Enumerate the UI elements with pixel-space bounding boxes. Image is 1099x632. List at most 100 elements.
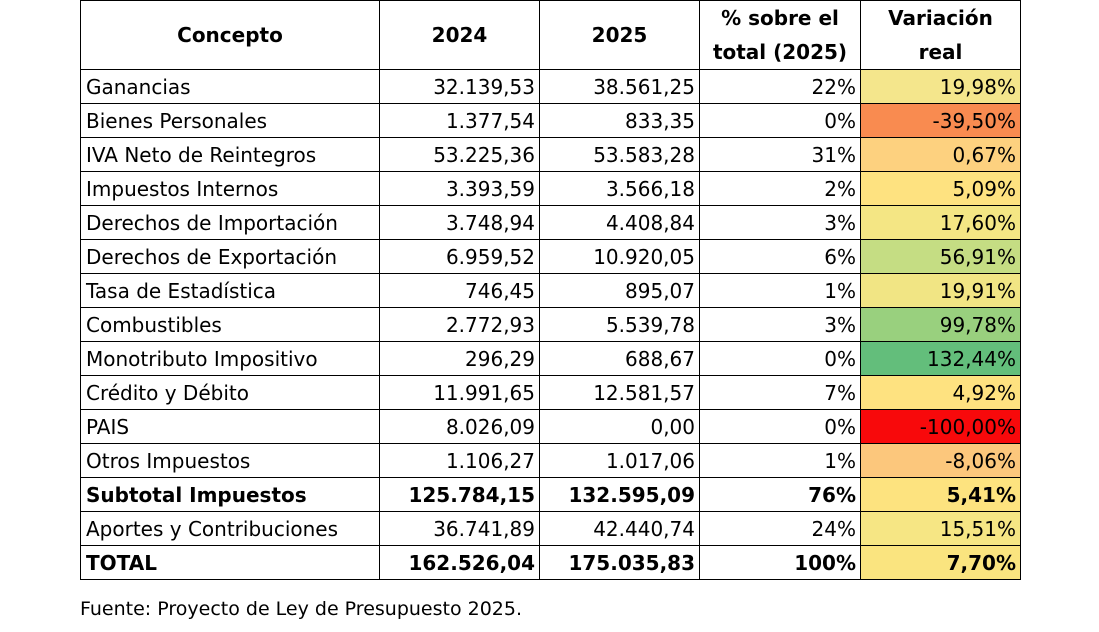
cell-variation: 132,44% (860, 341, 1021, 376)
cell-pct: 22% (699, 69, 861, 104)
cell-2025: 38.561,25 (539, 69, 700, 104)
cell-pct: 6% (699, 239, 861, 274)
cell-concept: Ganancias (80, 69, 380, 104)
table-row: IVA Neto de Reintegros 53.225,36 53.583,28… (80, 137, 1021, 172)
cell-variation: 17,60% (860, 205, 1021, 240)
cell-concept: Derechos de Importación (80, 205, 380, 240)
cell-variation: -39,50% (860, 103, 1021, 138)
revenue-table: Concepto 2024 2025 % sobre el total (202… (80, 0, 1021, 580)
cell-2024: 1.377,54 (379, 103, 540, 138)
cell-2025: 3.566,18 (539, 171, 700, 206)
cell-concept: PAIS (80, 409, 380, 444)
cell-2024: 11.991,65 (379, 375, 540, 410)
cell-concept: Aportes y Contribuciones (80, 511, 380, 546)
cell-2025: 0,00 (539, 409, 700, 444)
header-variation-text: Variación real (888, 6, 993, 64)
cell-pct: 76% (699, 477, 861, 512)
cell-pct: 24% (699, 511, 861, 546)
header-pct: % sobre el total (2025) (699, 0, 861, 70)
cell-pct: 2% (699, 171, 861, 206)
cell-2024: 125.784,15 (379, 477, 540, 512)
cell-2024: 3.393,59 (379, 171, 540, 206)
cell-concept: Bienes Personales (80, 103, 380, 138)
cell-2025: 175.035,83 (539, 545, 700, 580)
header-2024: 2024 (379, 0, 540, 70)
cell-2024: 746,45 (379, 273, 540, 308)
cell-2025: 10.920,05 (539, 239, 700, 274)
cell-2024: 8.026,09 (379, 409, 540, 444)
cell-pct: 3% (699, 205, 861, 240)
cell-variation: -100,00% (860, 409, 1021, 444)
cell-pct: 3% (699, 307, 861, 342)
cell-concept: Subtotal Impuestos (80, 477, 380, 512)
table-row: Aportes y Contribuciones 36.741,89 42.440,… (80, 511, 1021, 546)
cell-variation: 15,51% (860, 511, 1021, 546)
cell-variation: 7,70% (860, 545, 1021, 580)
cell-2025: 53.583,28 (539, 137, 700, 172)
cell-2024: 2.772,93 (379, 307, 540, 342)
table-row: Derechos de Importación 3.748,94 4.408,84 3… (80, 205, 1021, 240)
cell-variation: 5,41% (860, 477, 1021, 512)
cell-variation: 5,09% (860, 171, 1021, 206)
cell-2024: 1.106,27 (379, 443, 540, 478)
cell-pct: 7% (699, 375, 861, 410)
cell-concept: Tasa de Estadística (80, 273, 380, 308)
table-row: PAIS 8.026,09 0,00 0% -100,00% (80, 409, 1021, 444)
cell-variation: 19,98% (860, 69, 1021, 104)
cell-pct: 0% (699, 103, 861, 138)
cell-pct: 0% (699, 409, 861, 444)
cell-concept: Derechos de Exportación (80, 239, 380, 274)
cell-pct: 0% (699, 341, 861, 376)
header-variation: Variación real (860, 0, 1021, 70)
cell-2024: 6.959,52 (379, 239, 540, 274)
cell-pct: 100% (699, 545, 861, 580)
cell-2025: 833,35 (539, 103, 700, 138)
cell-concept: Impuestos Internos (80, 171, 380, 206)
table-row: Bienes Personales 1.377,54 833,35 0% -39,50% (80, 103, 1021, 138)
table-row: Ganancias 32.139,53 38.561,25 22% 19,98% (80, 69, 1021, 104)
cell-concept: IVA Neto de Reintegros (80, 137, 380, 172)
table-row: Impuestos Internos 3.393,59 3.566,18 2% 5,09… (80, 171, 1021, 206)
source-note: Fuente: Proyecto de Ley de Presupuesto 2… (80, 598, 523, 620)
cell-2025: 688,67 (539, 341, 700, 376)
table-body: Ganancias 32.139,53 38.561,25 22% 19,98% Bien… (80, 69, 1021, 580)
cell-concept: Monotributo Impositivo (80, 341, 380, 376)
header-concept: Concepto (80, 0, 380, 70)
cell-variation: 56,91% (860, 239, 1021, 274)
table-row: Derechos de Exportación 6.959,52 10.920,05… (80, 239, 1021, 274)
header-2025: 2025 (539, 0, 700, 70)
table-row: Crédito y Débito 11.991,65 12.581,57 7% 4,92… (80, 375, 1021, 410)
cell-2025: 132.595,09 (539, 477, 700, 512)
cell-variation: 99,78% (860, 307, 1021, 342)
table-row: TOTAL 162.526,04 175.035,83 100% 7,70% (80, 545, 1021, 580)
cell-2025: 4.408,84 (539, 205, 700, 240)
header-row: Concepto 2024 2025 % sobre el total (202… (80, 0, 1021, 70)
cell-2024: 162.526,04 (379, 545, 540, 580)
table-row: Combustibles 2.772,93 5.539,78 3% 99,78% (80, 307, 1021, 342)
cell-concept: TOTAL (80, 545, 380, 580)
cell-concept: Combustibles (80, 307, 380, 342)
table-row: Tasa de Estadística 746,45 895,07 1% 19,91% (80, 273, 1021, 308)
table-row: Subtotal Impuestos 125.784,15 132.595,09 76… (80, 477, 1021, 512)
cell-2024: 36.741,89 (379, 511, 540, 546)
cell-2024: 296,29 (379, 341, 540, 376)
cell-concept: Otros Impuestos (80, 443, 380, 478)
cell-2025: 42.440,74 (539, 511, 700, 546)
cell-variation: -8,06% (860, 443, 1021, 478)
cell-variation: 4,92% (860, 375, 1021, 410)
cell-2025: 12.581,57 (539, 375, 700, 410)
cell-2024: 3.748,94 (379, 205, 540, 240)
cell-pct: 31% (699, 137, 861, 172)
cell-2025: 5.539,78 (539, 307, 700, 342)
cell-2024: 53.225,36 (379, 137, 540, 172)
table-row: Otros Impuestos 1.106,27 1.017,06 1% -8,06% (80, 443, 1021, 478)
cell-2025: 1.017,06 (539, 443, 700, 478)
cell-variation: 0,67% (860, 137, 1021, 172)
table-row: Monotributo Impositivo 296,29 688,67 0% 132,… (80, 341, 1021, 376)
cell-concept: Crédito y Débito (80, 375, 380, 410)
cell-2025: 895,07 (539, 273, 700, 308)
header-pct-text: % sobre el total (2025) (712, 6, 848, 64)
cell-2024: 32.139,53 (379, 69, 540, 104)
cell-pct: 1% (699, 443, 861, 478)
cell-pct: 1% (699, 273, 861, 308)
